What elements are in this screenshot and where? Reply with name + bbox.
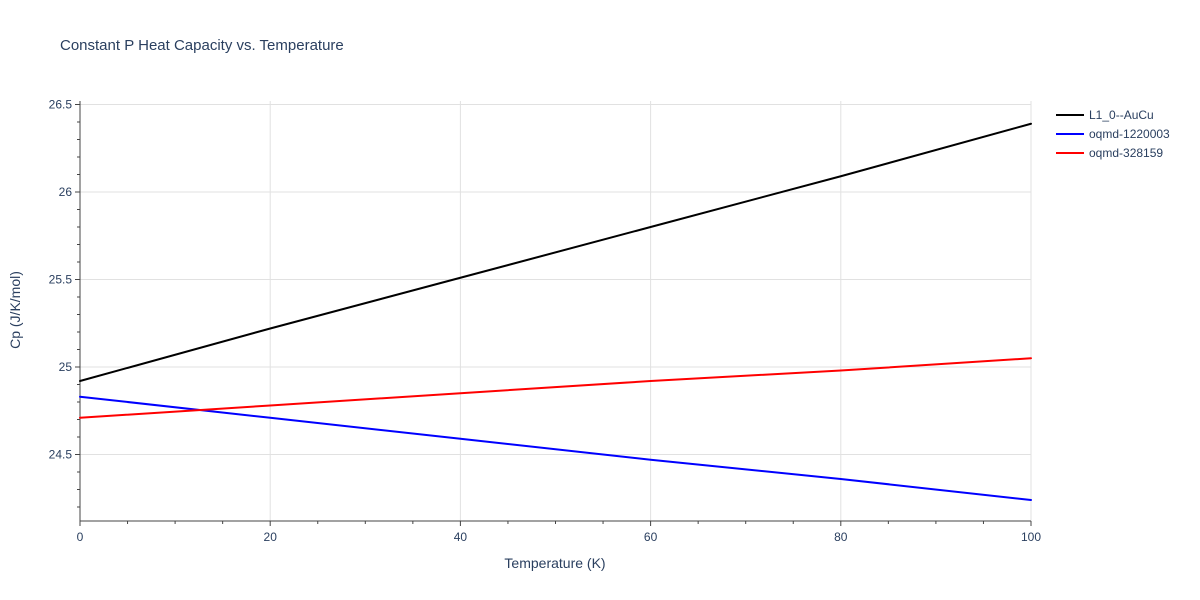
legend-label-2: oqmd-328159 xyxy=(1089,146,1163,160)
x-tick-label-0: 0 xyxy=(77,530,84,544)
series-line-0 xyxy=(79,122,1032,382)
legend-item-0[interactable]: L1_0--AuCu xyxy=(1056,108,1154,122)
legend[interactable]: L1_0--AuCu oqmd-1220003 oqmd-328159 xyxy=(1056,108,1170,160)
x-tick-label-2: 40 xyxy=(454,530,468,544)
y-axis-title: Cp (J/K/mol) xyxy=(7,271,23,349)
x-tick-label-4: 80 xyxy=(834,530,848,544)
x-tick-label-1: 20 xyxy=(264,530,278,544)
x-axis-title: Temperature (K) xyxy=(504,555,605,571)
series-line-2 xyxy=(79,357,1032,419)
y-tick-label-0: 24.5 xyxy=(49,448,73,462)
legend-item-2[interactable]: oqmd-328159 xyxy=(1056,146,1163,160)
legend-label-1: oqmd-1220003 xyxy=(1089,127,1170,141)
y-tick-label-3: 26 xyxy=(59,185,73,199)
grid-layer xyxy=(79,101,1032,521)
chart-title: Constant P Heat Capacity vs. Temperature xyxy=(60,37,344,54)
x-tick-label-3: 60 xyxy=(644,530,658,544)
y-tick-label-1: 25 xyxy=(59,360,73,374)
series-layer xyxy=(79,122,1032,501)
series-line-1 xyxy=(79,395,1032,501)
y-tick-label-2: 25.5 xyxy=(49,273,73,287)
axis-layer: 0 20 40 60 80 100 24.5 25 25.5 26 26.5 xyxy=(49,98,1042,545)
y-tick-label-4: 26.5 xyxy=(49,98,73,112)
legend-item-1[interactable]: oqmd-1220003 xyxy=(1056,127,1170,141)
x-tick-label-5: 100 xyxy=(1021,530,1041,544)
legend-label-0: L1_0--AuCu xyxy=(1089,108,1154,122)
